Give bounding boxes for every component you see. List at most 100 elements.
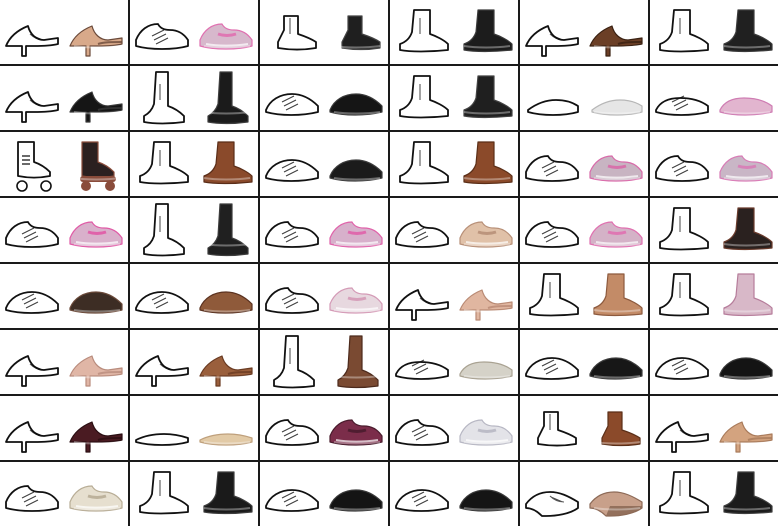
shoe-photo (64, 396, 128, 460)
shoe-pair-cell (520, 330, 648, 394)
shoe-photo (454, 132, 518, 196)
shoe-photo (324, 396, 388, 460)
shoe-sketch (390, 198, 454, 262)
shoe-photo (64, 330, 128, 394)
shoe-pair-cell (650, 198, 778, 262)
shoe-sketch (0, 330, 64, 394)
shoe-sketch (650, 462, 714, 526)
shoe-sketch (260, 330, 324, 394)
shoe-pair-cell (650, 462, 778, 526)
shoe-photo (584, 330, 648, 394)
shoe-pair-cell (130, 0, 258, 64)
shoe-sketch (0, 264, 64, 328)
shoe-sketch (390, 396, 454, 460)
shoe-photo (454, 264, 518, 328)
shoe-sketch (520, 198, 584, 262)
shoe-photo (324, 264, 388, 328)
shoe-photo (194, 66, 258, 130)
shoe-pair-cell (0, 396, 128, 460)
shoe-pair-cell (650, 396, 778, 460)
shoe-photo (64, 198, 128, 262)
shoe-photo (194, 462, 258, 526)
shoe-pair-cell (390, 0, 518, 64)
shoe-pair-cell (260, 0, 388, 64)
shoe-photo (584, 198, 648, 262)
shoe-pair-cell (520, 462, 648, 526)
shoe-pair-cell (130, 396, 258, 460)
shoe-sketch (650, 198, 714, 262)
shoe-pair-cell (650, 132, 778, 196)
shoe-pair-cell (0, 462, 128, 526)
shoe-photo (324, 0, 388, 64)
shoe-sketch (520, 264, 584, 328)
shoe-sketch (520, 330, 584, 394)
shoe-sketch (0, 198, 64, 262)
shoe-sketch (130, 330, 194, 394)
shoe-pair-cell (260, 330, 388, 394)
shoe-photo (64, 66, 128, 130)
shoe-sketch (390, 0, 454, 64)
shoe-pair-cell (0, 0, 128, 64)
shoe-photo (584, 462, 648, 526)
shoe-sketch (130, 198, 194, 262)
shoe-photo (714, 462, 778, 526)
shoe-sketch (390, 66, 454, 130)
shoe-pair-cell (650, 330, 778, 394)
shoe-pair-cell (390, 132, 518, 196)
shoe-sketch (650, 264, 714, 328)
shoe-pair-cell (390, 330, 518, 394)
shoe-sketch (520, 396, 584, 460)
shoe-pair-cell (520, 66, 648, 130)
shoe-pair-cell (130, 198, 258, 262)
shoe-pair-cell (390, 198, 518, 262)
shoe-pair-cell (390, 66, 518, 130)
shoe-sketch (260, 396, 324, 460)
shoe-photo (64, 132, 128, 196)
shoe-photo (584, 132, 648, 196)
shoe-pair-cell (0, 66, 128, 130)
shoe-photo (324, 462, 388, 526)
shoe-pair-cell (260, 462, 388, 526)
shoe-pair-cell (0, 264, 128, 328)
shoe-photo (454, 396, 518, 460)
shoe-pair-cell (390, 396, 518, 460)
shoe-photo (714, 0, 778, 64)
shoe-photo (584, 396, 648, 460)
shoe-pair-cell (260, 396, 388, 460)
shoe-photo (324, 66, 388, 130)
shoe-photo (194, 132, 258, 196)
shoe-sketch (0, 396, 64, 460)
shoe-pair-cell (260, 198, 388, 262)
shoe-sketch (390, 264, 454, 328)
shoe-pair-cell (390, 264, 518, 328)
shoe-sketch (520, 132, 584, 196)
shoe-pair-cell (130, 66, 258, 130)
shoe-pair-cell (520, 132, 648, 196)
shoe-pair-cell (520, 0, 648, 64)
shoe-sketch (650, 66, 714, 130)
shoe-pair-cell (260, 132, 388, 196)
shoe-sketch (260, 0, 324, 64)
shoe-photo (194, 396, 258, 460)
shoe-photo (714, 132, 778, 196)
shoe-sketch (260, 66, 324, 130)
shoe-photo (454, 198, 518, 262)
shoe-photo (714, 396, 778, 460)
shoe-sketch (130, 0, 194, 64)
shoe-photo (194, 198, 258, 262)
shoe-pair-cell (390, 462, 518, 526)
shoe-pair-cell (520, 198, 648, 262)
shoe-sketch (0, 132, 64, 196)
shoe-sketch (520, 0, 584, 64)
shoe-photo (584, 66, 648, 130)
shoe-pair-cell (0, 198, 128, 262)
shoe-pair-cell (260, 66, 388, 130)
shoe-pair-cell (130, 132, 258, 196)
shoe-pair-cell (260, 264, 388, 328)
shoe-photo (324, 132, 388, 196)
shoe-photo (584, 264, 648, 328)
shoe-sketch (130, 396, 194, 460)
shoe-sketch (130, 132, 194, 196)
shoe-sketch (130, 66, 194, 130)
